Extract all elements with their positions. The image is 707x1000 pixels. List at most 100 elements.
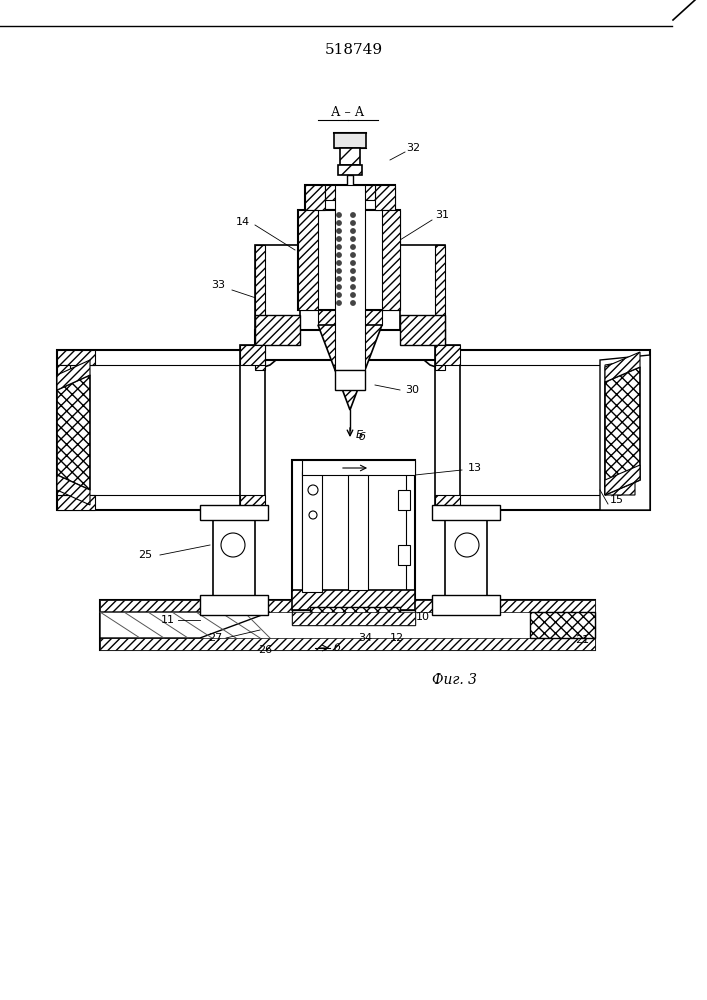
Circle shape (337, 277, 341, 281)
Polygon shape (435, 495, 460, 515)
Circle shape (351, 285, 355, 289)
Circle shape (308, 485, 318, 495)
Text: 34: 34 (358, 633, 372, 643)
Bar (445, 350, 650, 510)
Bar (338, 165, 362, 175)
Circle shape (337, 293, 341, 297)
Polygon shape (305, 185, 325, 210)
Bar (70, 365, 255, 495)
Text: б: б (334, 643, 341, 653)
Circle shape (351, 237, 355, 241)
Text: 10: 10 (416, 612, 430, 622)
Circle shape (351, 213, 355, 217)
Text: 11: 11 (161, 615, 175, 625)
Bar (200, 505, 268, 520)
Bar (432, 505, 500, 520)
Polygon shape (57, 365, 70, 495)
Polygon shape (57, 495, 95, 510)
Text: 14: 14 (236, 217, 250, 227)
Bar (335, 370, 365, 390)
Polygon shape (435, 245, 445, 370)
Circle shape (337, 301, 341, 305)
Polygon shape (255, 245, 265, 370)
Bar (292, 590, 415, 610)
Bar (255, 315, 300, 345)
Bar (348, 475, 368, 590)
Bar (200, 595, 268, 615)
Polygon shape (600, 355, 650, 510)
Bar (398, 545, 410, 565)
Bar (292, 610, 415, 625)
Text: 12: 12 (390, 633, 404, 643)
Bar (347, 175, 353, 230)
Circle shape (351, 245, 355, 249)
Polygon shape (57, 475, 90, 505)
Circle shape (351, 269, 355, 273)
Bar (298, 210, 400, 310)
Circle shape (337, 213, 341, 217)
Polygon shape (57, 360, 90, 390)
Circle shape (351, 253, 355, 257)
Circle shape (455, 533, 479, 557)
Bar (445, 365, 630, 495)
Text: 31: 31 (435, 210, 449, 220)
Circle shape (337, 237, 341, 241)
Text: 30: 30 (405, 385, 419, 395)
Bar (340, 148, 360, 165)
Polygon shape (298, 210, 318, 310)
Polygon shape (240, 495, 265, 515)
Bar (302, 460, 415, 475)
Polygon shape (100, 612, 270, 638)
Text: 32: 32 (406, 143, 420, 153)
Circle shape (351, 229, 355, 233)
Bar (400, 315, 445, 345)
Bar (302, 472, 322, 592)
Text: 26: 26 (258, 645, 272, 655)
Polygon shape (334, 133, 366, 148)
Polygon shape (318, 325, 382, 370)
Polygon shape (375, 185, 395, 210)
Text: 21: 21 (575, 635, 589, 645)
Polygon shape (605, 360, 635, 495)
Circle shape (309, 511, 317, 519)
Circle shape (351, 221, 355, 225)
Polygon shape (605, 352, 640, 382)
Text: 27: 27 (208, 633, 222, 643)
Circle shape (337, 269, 341, 273)
Text: 13: 13 (468, 463, 482, 473)
Polygon shape (605, 367, 640, 495)
Polygon shape (382, 210, 400, 310)
Bar (310, 607, 400, 618)
Bar (335, 185, 365, 370)
Bar (57, 350, 255, 510)
Polygon shape (530, 612, 595, 638)
Circle shape (337, 229, 341, 233)
Polygon shape (57, 350, 95, 365)
Bar (435, 345, 460, 515)
Text: Фиг. 3: Фиг. 3 (433, 673, 477, 687)
Polygon shape (400, 245, 445, 370)
Bar (240, 345, 265, 515)
Text: 518749: 518749 (325, 43, 383, 57)
Text: б: б (358, 432, 366, 442)
Text: А – А: А – А (332, 106, 365, 119)
Circle shape (351, 277, 355, 281)
Circle shape (337, 253, 341, 257)
Circle shape (351, 293, 355, 297)
Polygon shape (292, 612, 415, 625)
Bar (302, 470, 406, 595)
Polygon shape (605, 465, 640, 495)
Text: 15: 15 (610, 495, 624, 505)
Polygon shape (100, 638, 595, 650)
Text: 33: 33 (211, 280, 225, 290)
Polygon shape (435, 345, 460, 365)
Polygon shape (100, 600, 595, 612)
Bar (292, 460, 415, 600)
Text: 25: 25 (138, 550, 152, 560)
Circle shape (221, 533, 245, 557)
Text: Б: Б (356, 430, 364, 440)
Polygon shape (325, 185, 375, 200)
Circle shape (337, 245, 341, 249)
Circle shape (337, 221, 341, 225)
Circle shape (337, 261, 341, 265)
